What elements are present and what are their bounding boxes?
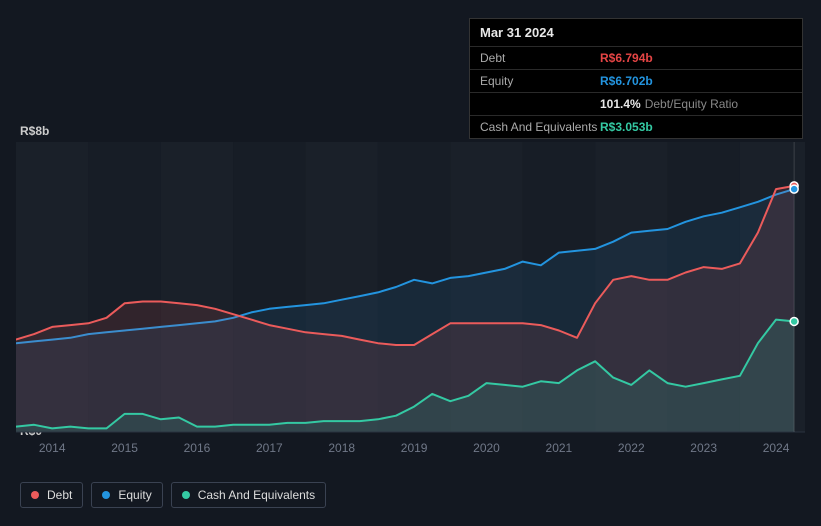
- tooltip-row: 101.4%Debt/Equity Ratio: [470, 93, 802, 116]
- svg-text:2022: 2022: [618, 441, 645, 455]
- tooltip-row-value: R$3.053b: [600, 120, 653, 134]
- svg-text:2014: 2014: [39, 441, 66, 455]
- tooltip-row: DebtR$6.794b: [470, 47, 802, 70]
- legend-item-equity[interactable]: Equity: [91, 482, 162, 508]
- tooltip-date: Mar 31 2024: [470, 19, 802, 47]
- svg-text:2016: 2016: [184, 441, 211, 455]
- svg-text:2021: 2021: [546, 441, 573, 455]
- legend-item-cash[interactable]: Cash And Equivalents: [171, 482, 326, 508]
- tooltip-row-value: R$6.794b: [600, 51, 653, 65]
- tooltip-row-label: Equity: [480, 74, 600, 88]
- tooltip-row: Cash And EquivalentsR$3.053b: [470, 116, 802, 138]
- tooltip-row-suffix: Debt/Equity Ratio: [645, 97, 738, 111]
- svg-text:2024: 2024: [763, 441, 790, 455]
- tooltip-row-label: [480, 97, 600, 111]
- chart-tooltip: Mar 31 2024 DebtR$6.794bEquityR$6.702b10…: [469, 18, 803, 139]
- svg-text:2017: 2017: [256, 441, 283, 455]
- legend-label: Cash And Equivalents: [198, 488, 315, 502]
- legend-swatch: [31, 491, 39, 499]
- chart-plot[interactable]: 2014 2015 2016 2017 2018 2019 2020 2021 2022 2023…: [16, 124, 805, 466]
- legend-swatch: [182, 491, 190, 499]
- legend-item-debt[interactable]: Debt: [20, 482, 83, 508]
- tooltip-rows: DebtR$6.794bEquityR$6.702b101.4%Debt/Equ…: [470, 47, 802, 138]
- tooltip-row-value: R$6.702b: [600, 74, 653, 88]
- svg-text:2018: 2018: [328, 441, 355, 455]
- legend-label: Equity: [118, 488, 151, 502]
- svg-text:2019: 2019: [401, 441, 428, 455]
- legend-swatch: [102, 491, 110, 499]
- legend-label: Debt: [47, 488, 72, 502]
- tooltip-row-value: 101.4%Debt/Equity Ratio: [600, 97, 738, 111]
- svg-text:2023: 2023: [690, 441, 717, 455]
- svg-text:2015: 2015: [111, 441, 138, 455]
- chart-legend: Debt Equity Cash And Equivalents: [20, 482, 326, 508]
- tooltip-row: EquityR$6.702b: [470, 70, 802, 93]
- tooltip-row-label: Debt: [480, 51, 600, 65]
- tooltip-row-label: Cash And Equivalents: [480, 120, 600, 134]
- svg-text:2020: 2020: [473, 441, 500, 455]
